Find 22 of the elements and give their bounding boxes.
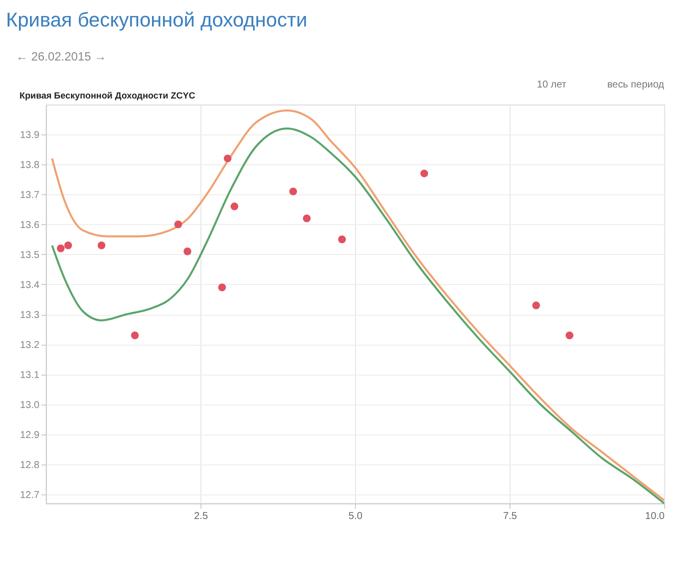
- y-tick-label: 13.9: [20, 130, 40, 141]
- x-tick-label: 2.5: [194, 510, 208, 522]
- text: ← 26.02.2015 →: [16, 50, 106, 64]
- chart-title: Кривая бескупонной доходности: [6, 10, 308, 32]
- x-tick-label: 10.0: [645, 510, 666, 522]
- y-tick-label: 13.7: [20, 190, 40, 201]
- chart-subtitle: Кривая Бескупонной Доходности ZCYC: [19, 90, 196, 100]
- y-tick-label: 13.8: [20, 160, 40, 171]
- x-tick-label: 7.5: [503, 510, 518, 522]
- text: 10 лет: [536, 80, 567, 91]
- y-tick-label: 12.8: [20, 460, 40, 471]
- y-tick-label: 12.9: [20, 430, 40, 441]
- y-tick-label: 13.4: [20, 280, 40, 291]
- text: весь период: [607, 80, 664, 91]
- x-tick-label: 5.0: [348, 510, 363, 522]
- y-tick-label: 12.7: [20, 490, 40, 501]
- y-tick-label: 13.3: [20, 310, 40, 321]
- y-tick-label: 13.2: [20, 340, 40, 351]
- y-tick-label: 13.6: [20, 220, 40, 231]
- y-tick-label: 13.1: [20, 370, 40, 381]
- y-tick-label: 13.0: [20, 400, 40, 411]
- y-tick-label: 13.5: [20, 250, 40, 261]
